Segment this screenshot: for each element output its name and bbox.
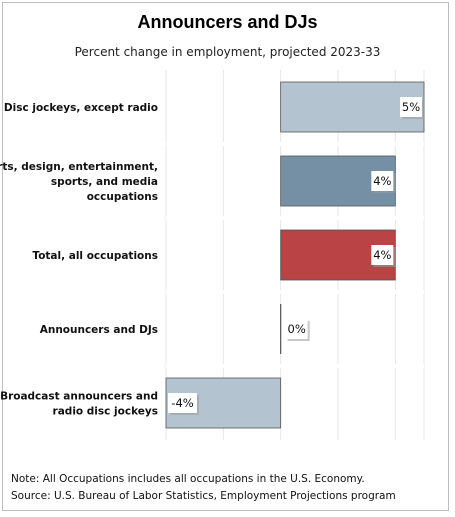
category-label: Broadcast announcers and — [0, 391, 158, 403]
category-label: sports, and media — [51, 176, 158, 188]
chart-source: Source: U.S. Bureau of Labor Statistics,… — [11, 490, 396, 502]
data-label-box — [400, 97, 422, 117]
data-label-box — [371, 171, 394, 191]
category-label: occupations — [87, 191, 158, 203]
category-label: Announcers and DJs — [40, 324, 158, 336]
data-label: 5% — [402, 100, 420, 114]
chart-note: Note: All Occupations includes all occup… — [11, 473, 365, 485]
data-label: -4% — [171, 396, 193, 410]
data-label-box — [371, 245, 394, 265]
category-label: Disc jockeys, except radio — [4, 102, 158, 114]
chart-title: Announcers and DJs — [137, 12, 318, 32]
category-label: Arts, design, entertainment, — [0, 161, 158, 173]
data-label: 0% — [288, 322, 306, 336]
data-label: 4% — [373, 248, 391, 262]
category-label: Total, all occupations — [32, 250, 158, 262]
chart-subtitle: Percent change in employment, projected … — [74, 45, 381, 59]
data-label-box — [285, 319, 308, 339]
data-label-box — [168, 393, 197, 413]
data-label: 4% — [373, 174, 391, 188]
category-label: radio disc jockeys — [53, 406, 158, 418]
